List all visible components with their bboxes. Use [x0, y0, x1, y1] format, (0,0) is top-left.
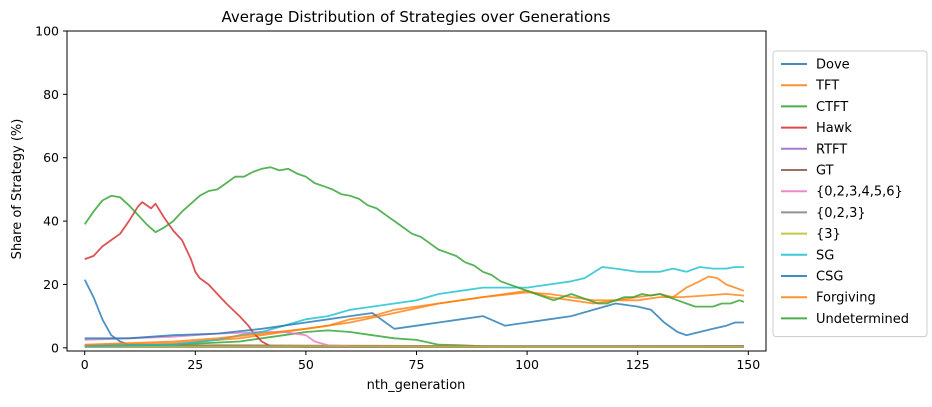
- plot-frame: [67, 31, 766, 351]
- y-tick-label: 40: [43, 214, 59, 229]
- legend-label: CSG: [816, 270, 843, 285]
- legend-label: {0,2,3,4,5,6}: [816, 185, 903, 200]
- x-tick-label: 125: [626, 357, 650, 372]
- series-line-undetermined: [85, 167, 744, 306]
- legend-label: RTFT: [816, 142, 847, 157]
- legend-label: Hawk: [816, 121, 852, 136]
- x-axis-label: nth_generation: [367, 378, 466, 393]
- legend-label: Undetermined: [816, 312, 909, 327]
- legend-label: {3}: [816, 227, 841, 242]
- y-tick-label: 0: [51, 340, 59, 355]
- legend-label: Forgiving: [816, 291, 876, 306]
- y-tick-label: 100: [35, 24, 59, 39]
- y-tick-label: 80: [43, 87, 59, 102]
- x-tick-label: 75: [409, 357, 425, 372]
- x-tick-label: 25: [187, 357, 203, 372]
- legend-label: SG: [816, 248, 834, 263]
- chart-title: Average Distribution of Strategies over …: [222, 8, 611, 26]
- x-tick-label: 100: [515, 357, 539, 372]
- legend-label: TFT: [815, 79, 839, 94]
- x-tick-label: 150: [736, 357, 760, 372]
- legend: Dove TFT CTFT Hawk RTFT GT {0,2,3,4,5,6} {0,2,3…: [773, 51, 927, 337]
- legend-label: CTFT: [816, 100, 848, 115]
- legend-label: {0,2,3}: [816, 206, 866, 221]
- x-tick-label: 0: [81, 357, 89, 372]
- y-tick-label: 60: [43, 150, 59, 165]
- legend-label: Dove: [816, 58, 850, 73]
- y-tick-label: 20: [43, 277, 59, 292]
- x-tick-label: 50: [298, 357, 314, 372]
- y-axis-label: Share of Strategy (%): [10, 119, 25, 260]
- legend-label: GT: [816, 164, 834, 179]
